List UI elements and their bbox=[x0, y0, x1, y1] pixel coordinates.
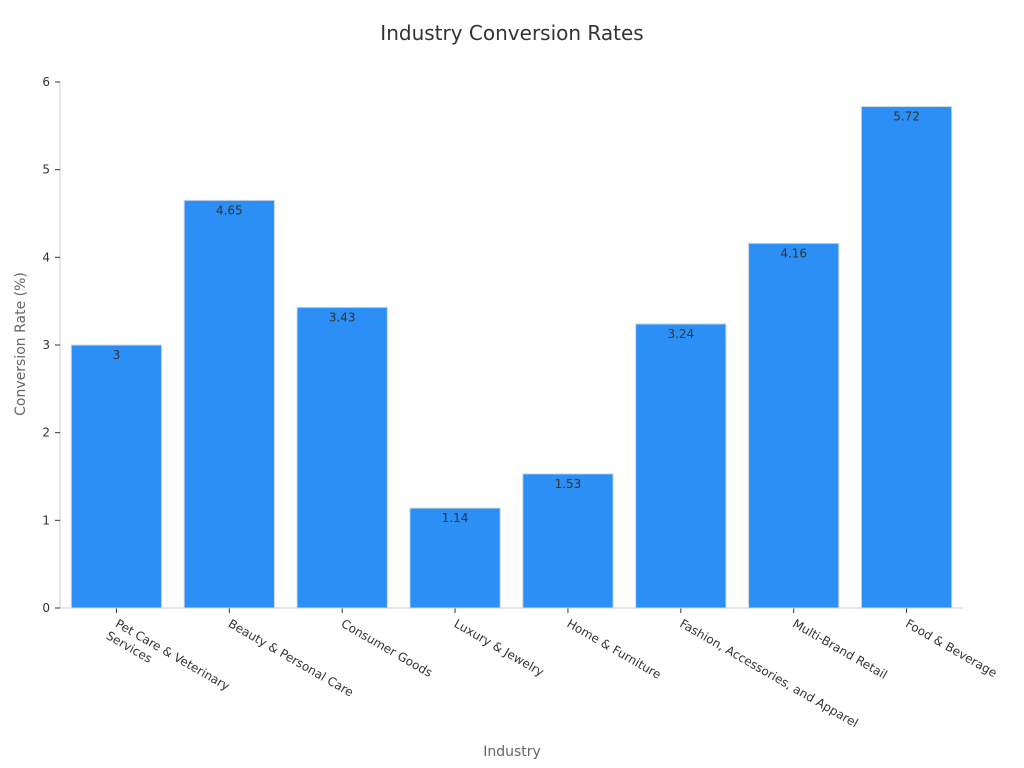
y-tick-label: 4 bbox=[42, 250, 50, 264]
x-tick-label-line: Beauty & Personal Care bbox=[226, 616, 356, 699]
bar-value-label: 3.43 bbox=[329, 310, 356, 324]
bar-value-label: 3.24 bbox=[667, 327, 694, 341]
bar-value-label: 5.72 bbox=[893, 110, 920, 124]
y-tick-label: 0 bbox=[42, 601, 50, 615]
bar-value-label: 3 bbox=[113, 348, 121, 362]
x-tick-label-line: Consumer Goods bbox=[339, 616, 435, 680]
bar bbox=[70, 344, 163, 609]
y-tick-label: 3 bbox=[42, 338, 50, 352]
y-axis-label: Conversion Rate (%) bbox=[13, 272, 29, 416]
bar-value-label: 4.16 bbox=[780, 246, 807, 260]
bar bbox=[296, 306, 388, 609]
y-axis: 0 1 2 3 4 5 6 bbox=[42, 75, 61, 615]
bar-value-label: 1.14 bbox=[442, 511, 469, 525]
x-tick-label-line: Multi-Brand Retail bbox=[790, 616, 889, 681]
y-tick-label: 1 bbox=[42, 513, 50, 527]
data-labels-group: 3 4.65 3.43 1.14 1.53 3.24 4.16 5.72 bbox=[113, 110, 920, 526]
bar-value-label: 4.65 bbox=[216, 203, 243, 217]
x-tick-label: Multi-Brand Retail bbox=[790, 616, 889, 681]
bar bbox=[635, 323, 727, 609]
x-tick-label: Food & Beverage bbox=[903, 616, 999, 680]
x-tick-label-line: Home & Furniture bbox=[564, 616, 663, 681]
x-tick-label: Beauty & Personal Care bbox=[226, 616, 356, 699]
y-tick-label: 2 bbox=[42, 426, 50, 440]
x-tick-label-line: Fashion, Accessories, and Apparel bbox=[677, 616, 860, 730]
bar bbox=[409, 507, 501, 609]
x-tick-label: Luxury & Jewelry bbox=[452, 616, 547, 679]
y-tick-label: 5 bbox=[42, 163, 50, 177]
bars-group bbox=[70, 106, 953, 609]
chart-title: Industry Conversion Rates bbox=[380, 21, 643, 45]
bar bbox=[183, 199, 275, 609]
x-tick-label-line: Luxury & Jewelry bbox=[452, 616, 547, 679]
bar bbox=[522, 473, 614, 609]
bar-value-label: 1.53 bbox=[555, 477, 582, 491]
x-tick-label: Fashion, Accessories, and Apparel bbox=[677, 616, 860, 730]
x-axis-label: Industry bbox=[483, 744, 541, 760]
bar bbox=[860, 106, 953, 609]
x-tick-label: Consumer Goods bbox=[339, 616, 435, 680]
y-tick-label: 6 bbox=[42, 75, 50, 89]
bar bbox=[748, 242, 840, 609]
x-tick-label: Home & Furniture bbox=[564, 616, 663, 681]
x-tick-label-line: Food & Beverage bbox=[903, 616, 999, 680]
